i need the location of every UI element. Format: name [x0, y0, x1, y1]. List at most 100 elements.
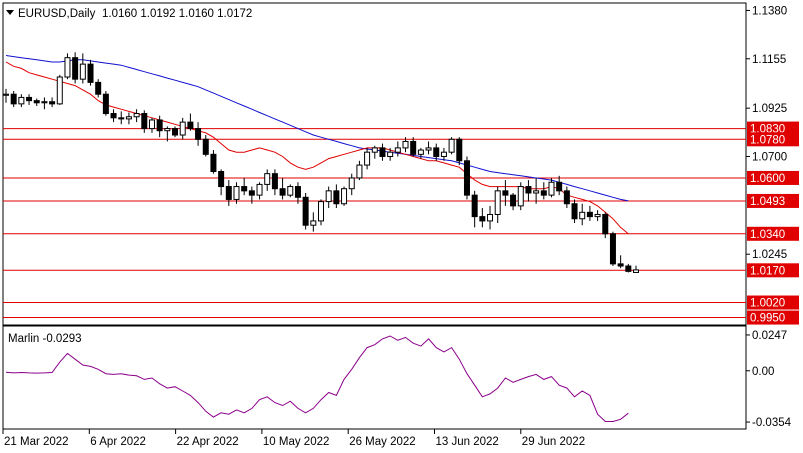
candle-body [18, 96, 25, 105]
main-chart-frame [2, 2, 747, 326]
price-axis: 1.08301.07801.06001.04931.03401.01701.00… [746, 5, 799, 325]
symbol-label: EURUSD,Daily [18, 8, 96, 20]
candle-body [156, 119, 163, 132]
candle-body [210, 153, 217, 173]
candle-body [318, 201, 324, 222]
candle-body [333, 190, 340, 205]
candle-body [341, 188, 348, 205]
candle-body [410, 140, 417, 155]
candle-body [95, 81, 102, 95]
date-axis: 21 Mar 2022 6 Apr 2022 22 Apr 2022 10 May 2… [2, 429, 585, 448]
level-price-label: 1.0170 [750, 265, 785, 277]
candle-body [579, 211, 586, 220]
candle-body [264, 173, 271, 185]
date-tick-label: 22 Apr 2022 [177, 436, 239, 448]
candle-body [456, 138, 463, 162]
candle-body [371, 147, 378, 153]
candle-body [586, 211, 593, 218]
candle-body [187, 121, 194, 130]
candle-body [279, 188, 286, 196]
candle-body [510, 194, 517, 207]
price-tick-label: 1.0700 [752, 151, 787, 163]
candle-body [118, 117, 125, 120]
level-price-label: 1.0493 [750, 196, 785, 208]
oscillator-tick-label: 0.00 [752, 366, 774, 378]
collapse-triangle-icon[interactable] [6, 10, 14, 15]
ma-fast-line [5, 61, 629, 235]
candle-body [248, 190, 255, 196]
oscillator-axis: 0.0247 0.00 -0.0354 [746, 330, 792, 429]
candle-body [394, 147, 401, 153]
candle-body [172, 128, 179, 136]
candle-body [233, 186, 240, 200]
level-price-tag [747, 226, 799, 241]
level-price-tag [747, 263, 799, 278]
date-tick-label: 26 May 2022 [349, 436, 416, 448]
candle-body [41, 101, 48, 104]
candle-body [33, 100, 40, 104]
candle-body [609, 233, 616, 265]
ohlc-values: 1.0160 1.0192 1.0160 1.0172 [102, 8, 252, 20]
candle-body [571, 203, 578, 220]
candle-body [10, 93, 17, 105]
candle-body [218, 171, 225, 188]
candle-body [594, 213, 601, 218]
level-price-tag [747, 170, 799, 185]
date-tick-label: 13 Jun 2022 [436, 436, 499, 448]
candlestick-series [3, 52, 639, 273]
candle-body [617, 263, 624, 267]
price-tick-label: 1.1155 [752, 54, 786, 66]
candle-body [448, 138, 455, 153]
oscillator-frame [2, 325, 747, 430]
candle-body [225, 186, 232, 200]
candle-body [502, 190, 509, 196]
indicator-label: Marlin -0.0293 [8, 333, 82, 345]
candle-body [463, 160, 470, 196]
date-tick-label: 29 Jun 2022 [522, 436, 585, 448]
candle-body [563, 190, 570, 205]
candle-body [556, 181, 563, 192]
candle-body [325, 190, 332, 203]
candle-body [348, 177, 355, 190]
candle-body [49, 101, 56, 105]
candle-body [79, 63, 86, 80]
level-price-label: 1.0600 [750, 173, 785, 185]
candle-body [633, 269, 639, 273]
candle-body [440, 151, 447, 157]
candle-body [195, 128, 202, 140]
candle-body [540, 190, 547, 196]
level-price-tag [747, 121, 799, 136]
marlin-oscillator [5, 335, 629, 422]
moving-averages [5, 55, 629, 235]
candle-body [179, 121, 186, 136]
price-tick-label: 1.1380 [752, 5, 787, 17]
candle-body [479, 216, 486, 222]
candle-body [517, 186, 524, 207]
level-price-label: 1.0020 [750, 298, 785, 310]
candle-body [494, 190, 501, 215]
ma-slow-line [5, 55, 629, 202]
candle-body [3, 93, 9, 96]
candle-body [487, 213, 494, 222]
price-tick-label: 1.0925 [752, 103, 787, 115]
candle-body [356, 164, 363, 179]
candle-body [271, 173, 278, 190]
candle-body [141, 113, 148, 130]
candle-body [133, 113, 140, 118]
candle-body [625, 265, 632, 272]
candle-body [548, 181, 555, 196]
candle-body [364, 151, 371, 166]
candle-body [148, 119, 155, 130]
candle-body [402, 140, 409, 149]
date-tick-label: 10 May 2022 [263, 436, 330, 448]
candle-body [302, 196, 309, 226]
oscillator-tick-label: -0.0354 [752, 417, 792, 429]
candle-body [525, 186, 532, 194]
marlin-line [5, 335, 629, 422]
date-tick-label: 6 Apr 2022 [90, 436, 146, 448]
candle-body [102, 93, 109, 115]
candle-body [294, 186, 301, 198]
candle-body [433, 147, 440, 157]
candle-body [26, 96, 33, 102]
level-price-tag [747, 132, 799, 147]
